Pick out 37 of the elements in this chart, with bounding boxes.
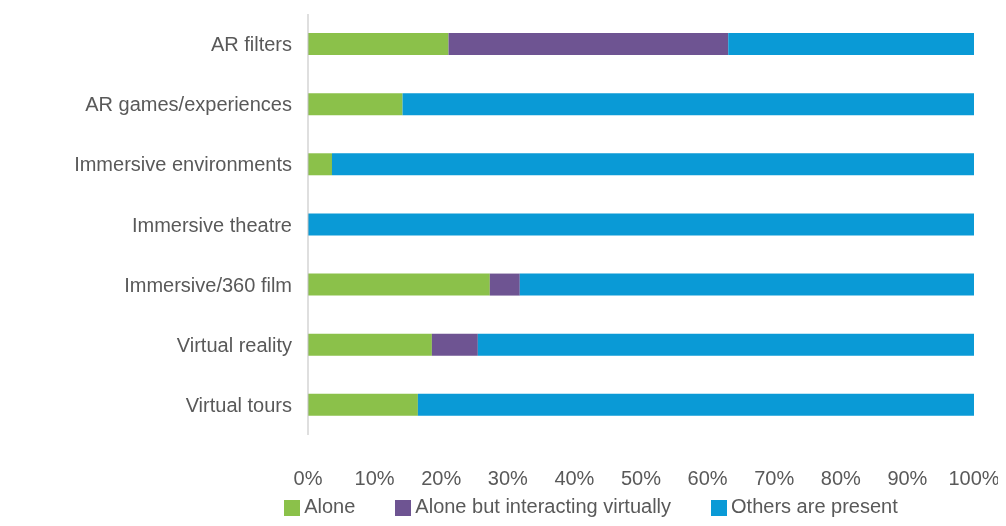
y-tick-label: Virtual tours [185,394,292,417]
bar [477,333,974,356]
y-tick-label: AR filters [210,33,292,56]
bar [308,33,449,55]
bar [417,393,974,416]
x-tick-label: 50% [620,467,662,490]
y-tick-label: Immersive theatre [131,213,292,236]
bar [448,33,729,55]
x-tick-label: 20% [421,467,462,490]
y-tick-label: Immersive/360 film [124,273,292,296]
bar [308,393,418,416]
y-tick-label: AR games/experiences [85,93,292,116]
bar [308,273,490,296]
x-tick-label: 80% [820,467,862,490]
y-tick-label: Immersive environments [74,153,292,176]
x-tick-label: 0% [293,467,323,490]
y-tick-label: Virtual reality [176,333,292,356]
bar [308,153,332,176]
x-tick-label: 60% [687,467,728,490]
bar [402,93,974,116]
bar [331,153,974,176]
x-tick-label: 100% [948,467,1000,490]
x-tick-label: 70% [754,467,795,490]
bar [308,93,403,116]
bar [308,333,432,356]
x-tick-label: 40% [554,467,595,490]
x-tick-label: 90% [887,467,928,490]
legend-label: Alone but interacting virtually [415,495,672,517]
bar [489,273,520,296]
bar [308,213,974,236]
legend-label: Others are present [731,495,898,517]
x-tick-label: 30% [487,467,529,490]
bar [519,273,974,296]
bar [431,333,478,356]
x-tick-label: 10% [354,467,395,490]
bar [728,33,974,55]
legend-label: Alone [304,495,356,517]
